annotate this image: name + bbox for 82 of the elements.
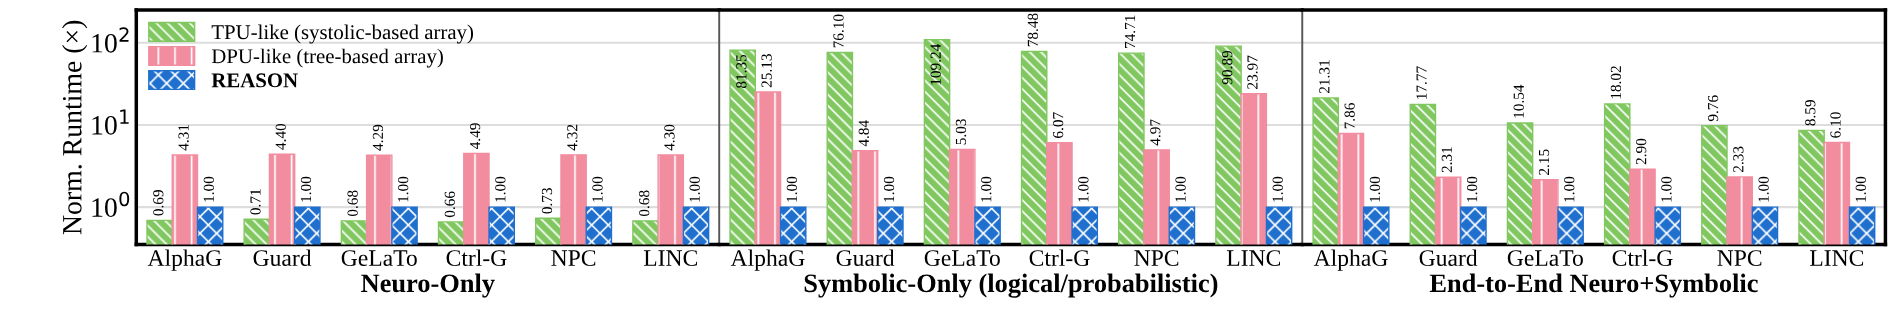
y-tick-label: 10$^{1}$ [92, 109, 129, 135]
x-tick-label: Ctrl-G [1029, 249, 1090, 267]
x-tick-label: NPC [1717, 250, 1762, 267]
x-tick-label: AlphaG [1313, 249, 1388, 271]
data-label: 4.97 [1150, 119, 1161, 146]
data-label: 23.97 [1247, 55, 1258, 89]
legend-label: DPU-like (tree-based array) [211, 48, 443, 68]
data-label: 21.31 [1319, 60, 1330, 94]
x-tick-label: AlphaG [147, 249, 222, 271]
data-label: 4.30 [664, 124, 675, 151]
data-label: 1.00 [203, 176, 215, 202]
x-tick-label: LINC [643, 250, 697, 267]
data-label: 81.35 [736, 54, 747, 89]
data-label: 4.32 [567, 124, 578, 151]
data-label: 1.00 [1564, 176, 1575, 202]
data-label: 6.07 [1052, 112, 1064, 138]
data-label: 0.68 [639, 190, 650, 217]
data-label: 9.76 [1707, 95, 1719, 122]
data-label: 4.40 [275, 123, 286, 150]
data-label: 2.33 [1733, 146, 1744, 173]
data-label: 10.54 [1513, 84, 1524, 118]
data-label: 90.89 [1222, 50, 1233, 85]
x-tick-label: LINC [1226, 250, 1281, 267]
data-label: 8.59 [1805, 100, 1816, 126]
data-label: 0.68 [347, 190, 358, 217]
y-tick-label: 10$^{2}$ [92, 27, 129, 53]
data-label: 1.00 [689, 176, 700, 202]
x-tick-label: Guard [253, 249, 312, 267]
data-label: 0.66 [444, 191, 456, 218]
data-label: 25.13 [761, 54, 772, 88]
data-label: 4.31 [178, 124, 189, 151]
data-label: 0.73 [541, 188, 553, 214]
data-label: 7.86 [1344, 103, 1355, 129]
x-tick-label: Ctrl-G [446, 249, 507, 267]
data-label: 1.00 [1175, 176, 1186, 202]
data-label: 1.00 [1661, 176, 1672, 202]
data-label: 1.00 [1466, 176, 1478, 202]
data-label: 4.29 [372, 124, 384, 151]
data-label: 17.77 [1416, 66, 1427, 99]
data-label: 1.00 [1272, 176, 1283, 202]
data-label: 1.00 [1078, 176, 1089, 202]
data-label: 74.71 [1124, 15, 1136, 48]
data-label: 1.00 [1855, 176, 1866, 202]
x-tick-label: AlphaG [730, 249, 805, 271]
data-label: 0.69 [153, 190, 164, 216]
x-tick-label: LINC [1809, 250, 1864, 267]
y-axis-title: Norm. Runtime (×) [62, 20, 88, 235]
x-tick-label: Guard [836, 249, 895, 267]
data-label: 5.03 [955, 119, 967, 145]
x-tick-label: NPC [1134, 250, 1179, 267]
data-label: 0.71 [250, 189, 261, 215]
x-axis-title: End-to-End Neuro+Symbolic [1429, 273, 1758, 298]
data-label: 1.00 [398, 176, 409, 202]
x-axis-title: Neuro-Only [361, 273, 495, 298]
legend-label: TPU-like (systolic-based array) [211, 24, 474, 44]
x-tick-label: Ctrl-G [1612, 249, 1673, 267]
data-label: 1.00 [786, 176, 798, 202]
data-label: 78.48 [1027, 13, 1039, 47]
x-tick-label: NPC [551, 250, 596, 267]
data-label: 4.49 [469, 123, 481, 150]
data-label: 18.02 [1610, 66, 1622, 99]
data-label: 2.90 [1636, 138, 1647, 165]
data-label: 1.00 [883, 176, 895, 202]
data-label: 1.00 [495, 176, 506, 202]
data-label: 4.84 [858, 120, 869, 147]
data-label: 2.31 [1441, 147, 1453, 173]
data-label: 1.00 [1758, 176, 1769, 202]
x-tick-label: GeLaTo [1507, 250, 1583, 267]
x-tick-label: GeLaTo [924, 250, 1000, 267]
y-tick-label: 10$^{0}$ [92, 191, 130, 217]
data-label: 6.10 [1830, 112, 1841, 138]
data-label: 1.00 [300, 176, 312, 202]
data-label: 109.24 [930, 44, 941, 85]
data-label: 1.00 [592, 176, 603, 202]
data-label: 1.00 [1369, 176, 1381, 202]
x-tick-label: Guard [1419, 249, 1478, 267]
data-label: 1.00 [981, 176, 992, 202]
legend-label: REASON [211, 73, 298, 88]
x-tick-label: GeLaTo [341, 250, 417, 267]
data-label: 76.10 [833, 14, 844, 48]
x-axis-title: Symbolic-Only (logical/probabilistic) [804, 273, 1218, 298]
data-label: 2.15 [1538, 149, 1550, 175]
